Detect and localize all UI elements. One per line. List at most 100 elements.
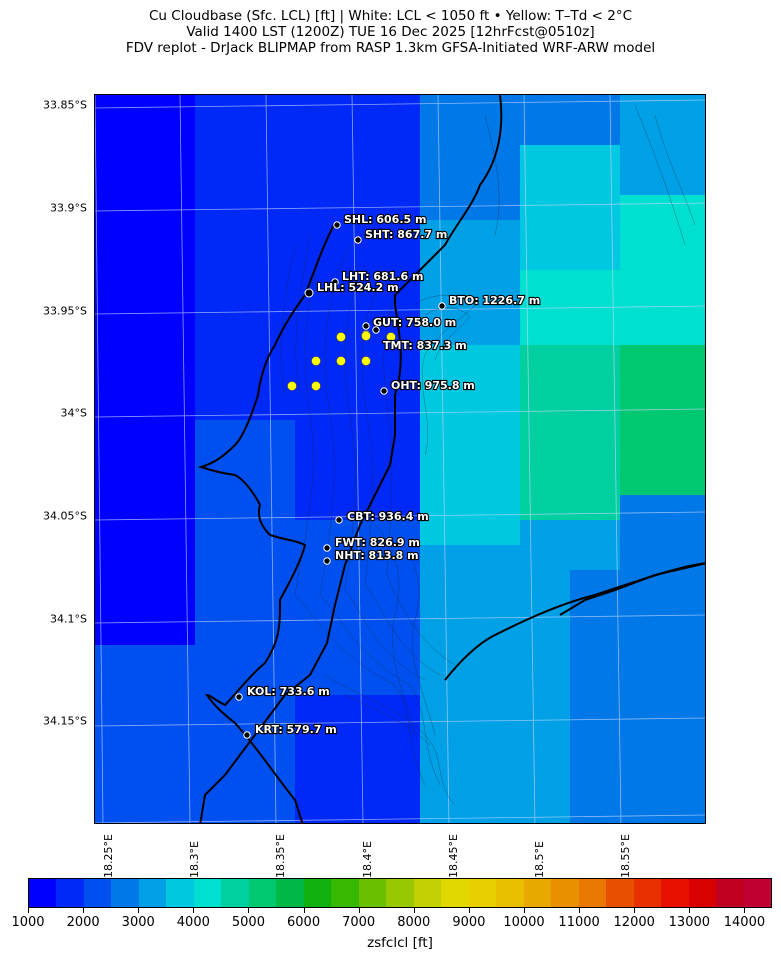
lcl-grid-cell bbox=[345, 95, 370, 120]
lcl-grid-cell bbox=[545, 95, 570, 120]
lcl-grid-cell bbox=[295, 770, 320, 795]
lcl-grid-cell bbox=[220, 445, 245, 470]
lon-line bbox=[351, 95, 364, 823]
lcl-grid-cell bbox=[495, 420, 520, 445]
station-dot bbox=[380, 387, 388, 395]
lcl-grid-cell bbox=[295, 520, 320, 545]
lcl-grid-cell bbox=[320, 295, 345, 320]
lcl-grid-cell bbox=[420, 195, 445, 220]
lcl-grid-cell bbox=[670, 745, 695, 770]
lcl-grid-cell bbox=[245, 470, 270, 495]
lcl-grid-cell bbox=[395, 470, 420, 495]
lcl-grid-cell bbox=[320, 445, 345, 470]
lcl-grid-cell bbox=[95, 170, 120, 195]
lcl-grid-cell bbox=[95, 695, 120, 720]
lcl-grid-cell bbox=[420, 320, 445, 345]
lcl-grid-cell bbox=[545, 270, 570, 295]
lcl-grid-cell bbox=[645, 620, 670, 645]
lcl-grid-cell bbox=[695, 520, 705, 545]
lcl-grid-cell bbox=[445, 470, 470, 495]
colorbar-title: zsfclcl [ft] bbox=[367, 935, 433, 951]
lcl-grid-cell bbox=[270, 720, 295, 745]
lcl-grid-cell bbox=[420, 395, 445, 420]
colorbar-swatch bbox=[716, 879, 744, 907]
lcl-grid-cell bbox=[420, 470, 445, 495]
lcl-grid-cell bbox=[420, 795, 445, 820]
lcl-grid-cell bbox=[295, 620, 320, 645]
colorbar-tick bbox=[634, 908, 636, 913]
lcl-grid-cell bbox=[320, 120, 345, 145]
lat-line bbox=[95, 99, 705, 109]
lcl-grid-cell bbox=[545, 470, 570, 495]
lcl-grid-cell bbox=[145, 145, 170, 170]
station-cbt: CBT: 936.4 m bbox=[335, 509, 430, 524]
lcl-grid-cell bbox=[595, 545, 620, 570]
humid-marker bbox=[311, 356, 321, 366]
lcl-grid-cell bbox=[245, 195, 270, 220]
lcl-grid-cell bbox=[395, 820, 420, 823]
lcl-grid-cell bbox=[320, 770, 345, 795]
lcl-grid-cell bbox=[470, 95, 495, 120]
lcl-grid-cell bbox=[345, 295, 370, 320]
lcl-grid-cell bbox=[420, 570, 445, 595]
lcl-grid-cell bbox=[145, 445, 170, 470]
lcl-grid-cell bbox=[120, 820, 145, 823]
lcl-grid-cell bbox=[570, 720, 595, 745]
map-title-line-2: Valid 1400 LST (1200Z) TUE 16 Dec 2025 [… bbox=[186, 24, 595, 40]
lcl-grid-cell bbox=[620, 145, 645, 170]
lcl-grid-cell bbox=[520, 420, 545, 445]
lcl-grid-cell bbox=[145, 170, 170, 195]
lcl-grid-cell bbox=[620, 245, 645, 270]
lcl-grid-cell bbox=[145, 620, 170, 645]
lcl-grid-cell bbox=[320, 95, 345, 120]
lcl-grid-cell bbox=[420, 145, 445, 170]
yellow-saturation-markers bbox=[287, 330, 396, 391]
lcl-grid-cell bbox=[670, 620, 695, 645]
humid-marker bbox=[311, 381, 321, 391]
lon-line bbox=[265, 95, 277, 823]
colorbar-tick-label: 3000 bbox=[121, 915, 155, 930]
lcl-grid-cell bbox=[645, 645, 670, 670]
lcl-grid-cell bbox=[570, 820, 595, 823]
lcl-grid-cell bbox=[370, 545, 395, 570]
lcl-grid-cell bbox=[270, 795, 295, 820]
colorbar-tick bbox=[83, 908, 85, 913]
lcl-grid-cell bbox=[470, 695, 495, 720]
lcl-grid-cell bbox=[470, 345, 495, 370]
lcl-grid-cell bbox=[670, 95, 695, 120]
lcl-grid-cell bbox=[370, 170, 395, 195]
lcl-grid-cell bbox=[345, 645, 370, 670]
lcl-grid-cell bbox=[120, 270, 145, 295]
lcl-grid-cell bbox=[220, 220, 245, 245]
lcl-grid-cell bbox=[495, 395, 520, 420]
lcl-grid-cell bbox=[420, 595, 445, 620]
longitude-tick-label: 18.5°E bbox=[533, 841, 546, 878]
lcl-grid-cell bbox=[395, 170, 420, 195]
lcl-grid-cell bbox=[545, 545, 570, 570]
lcl-grid-cell bbox=[595, 345, 620, 370]
lcl-grid-cell bbox=[420, 720, 445, 745]
lcl-grid-cell bbox=[245, 595, 270, 620]
lcl-grid-cell bbox=[620, 345, 645, 370]
lcl-grid-cell bbox=[220, 120, 245, 145]
lcl-grid-cell bbox=[570, 670, 595, 695]
lcl-grid-cell bbox=[170, 720, 195, 745]
lcl-grid-cell bbox=[370, 520, 395, 545]
colorbar-tick bbox=[303, 908, 305, 913]
lcl-grid-cell bbox=[620, 620, 645, 645]
lcl-grid-cell bbox=[570, 270, 595, 295]
lat-line bbox=[95, 202, 705, 212]
lcl-grid-cell bbox=[645, 545, 670, 570]
lcl-grid-cell bbox=[245, 370, 270, 395]
lcl-grid-cell bbox=[145, 320, 170, 345]
lcl-grid-cell bbox=[445, 595, 470, 620]
lcl-grid-cell bbox=[670, 570, 695, 595]
lcl-grid-cell bbox=[270, 470, 295, 495]
lcl-grid-cell bbox=[520, 370, 545, 395]
lcl-grid-cell bbox=[295, 320, 320, 345]
lcl-grid-cell bbox=[120, 670, 145, 695]
lcl-grid-cell bbox=[395, 420, 420, 445]
lcl-grid-cells bbox=[95, 95, 705, 823]
colorbar-tick bbox=[138, 908, 140, 913]
station-tmt: TMT: 837.3 m bbox=[372, 326, 468, 353]
